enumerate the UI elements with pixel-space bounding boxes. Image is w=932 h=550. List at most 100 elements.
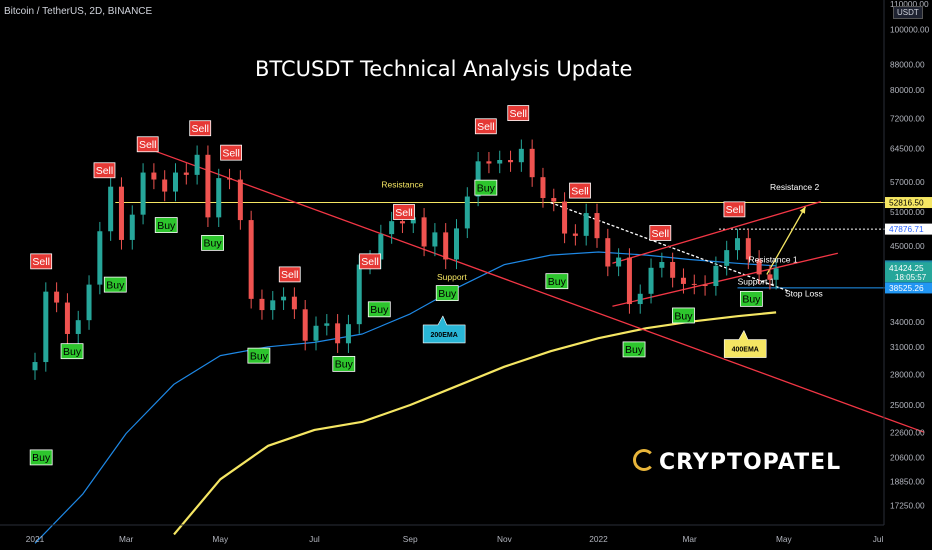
candle-body (32, 362, 38, 371)
y-tick-label: 100000.00 (890, 25, 930, 35)
sell-marker-label: Sell (477, 121, 495, 133)
buy-marker-label: Buy (742, 294, 761, 306)
y-tick-label: 88000.00 (890, 59, 925, 69)
candle-body (605, 238, 611, 267)
candle-body (475, 161, 481, 197)
price-tag-label: 52816.50 (889, 198, 924, 208)
y-tick-label: 45000.00 (890, 241, 925, 251)
candle-body (97, 231, 103, 285)
sell-marker (507, 105, 530, 121)
price-tag-label: 41424.25 (889, 263, 924, 273)
candle-body (302, 309, 308, 341)
y-tick-label: 18850.00 (890, 476, 925, 486)
candle-body (745, 238, 751, 260)
y-tick-label: 51000.00 (890, 207, 925, 217)
ema200-line (34, 251, 777, 544)
candle-body (291, 296, 297, 310)
candle-body (497, 160, 503, 164)
candle-body (529, 148, 535, 178)
sell-marker-label: Sell (395, 207, 413, 219)
buy-marker (60, 343, 84, 360)
symbol-header: Bitcoin / TetherUS, 2D, BINANCE (4, 6, 153, 17)
buy-marker (474, 179, 498, 196)
candle-body (205, 154, 211, 218)
buy-marker-label: Buy (106, 279, 125, 291)
candle-body (43, 291, 49, 363)
buy-marker (545, 273, 569, 290)
candle-body (670, 261, 676, 278)
candle-body (551, 198, 557, 202)
y-tick-label: 57000.00 (890, 177, 925, 187)
candle-body (64, 302, 70, 334)
trendline-2 (612, 200, 822, 264)
candle-body (335, 323, 341, 344)
buy-marker-label: Buy (548, 276, 567, 288)
brand-logo-text: CRYPTOPATEL (659, 450, 842, 475)
candle-body (108, 186, 114, 232)
buy-marker-label: Buy (674, 310, 693, 322)
y-tick-label: 80000.00 (890, 85, 925, 95)
sell-marker (278, 266, 301, 283)
brand-logo: CRYPTOPATEL (633, 449, 841, 475)
candle-body (659, 261, 665, 268)
annotation-label: Resistance 1 (748, 255, 797, 265)
buy-marker (201, 234, 224, 251)
candle-body (702, 284, 708, 287)
candle-body (691, 283, 697, 285)
candle-body (583, 213, 589, 236)
x-tick-label: Jul (873, 534, 884, 544)
candle-body (378, 234, 384, 260)
y-tick-label: 17250.00 (890, 500, 925, 510)
candle-body (389, 221, 395, 235)
buy-marker-label: Buy (438, 288, 457, 300)
trendline-4 (766, 206, 806, 275)
candle-body (248, 220, 254, 299)
buy-marker (435, 285, 459, 301)
candle-body (626, 257, 632, 305)
buy-marker (332, 355, 356, 372)
sell-marker (649, 225, 672, 241)
y-tick-label: 20600.00 (890, 452, 925, 462)
buy-marker (29, 449, 53, 466)
x-tick-label: May (776, 534, 793, 544)
candle-body (140, 172, 146, 215)
x-tick-label: Mar (119, 534, 134, 544)
candle-body (173, 172, 178, 192)
y-tick-label: 110000.00 (890, 0, 929, 9)
candle-body (324, 323, 330, 326)
candle-body (118, 186, 124, 240)
candle-body (216, 178, 222, 218)
sell-marker (30, 253, 53, 270)
candle-body (313, 325, 319, 341)
sell-marker (189, 120, 212, 137)
sell-marker (474, 118, 497, 135)
buy-marker-label: Buy (157, 220, 176, 232)
candle-body (194, 154, 200, 175)
price-tag (885, 262, 932, 283)
candle-body (183, 172, 189, 175)
candle-body (735, 238, 740, 251)
annotation-label: Resistance (381, 180, 423, 190)
sell-marker-label: Sell (726, 204, 744, 216)
candle-body (54, 291, 60, 303)
annotation-label: Stop Loss (785, 289, 823, 299)
currency-badge[interactable]: USDT (893, 6, 923, 19)
sell-marker (393, 204, 415, 220)
candle-body (508, 160, 514, 163)
candle-body (421, 217, 427, 247)
bitcoin-c-icon (633, 449, 655, 471)
sell-marker-label: Sell (96, 165, 114, 177)
candle-body (572, 233, 578, 236)
candle-body (713, 265, 719, 287)
price-tag-label: 38525.26 (889, 283, 924, 293)
candle-body (680, 277, 686, 284)
candle-body (594, 213, 600, 239)
sell-marker (723, 201, 746, 218)
sell-marker-label: Sell (32, 256, 50, 268)
x-tick-label: Mar (682, 534, 697, 544)
candle-body (756, 259, 762, 275)
buy-marker (367, 301, 391, 318)
candle-body (162, 179, 168, 192)
candle-body (410, 217, 416, 224)
